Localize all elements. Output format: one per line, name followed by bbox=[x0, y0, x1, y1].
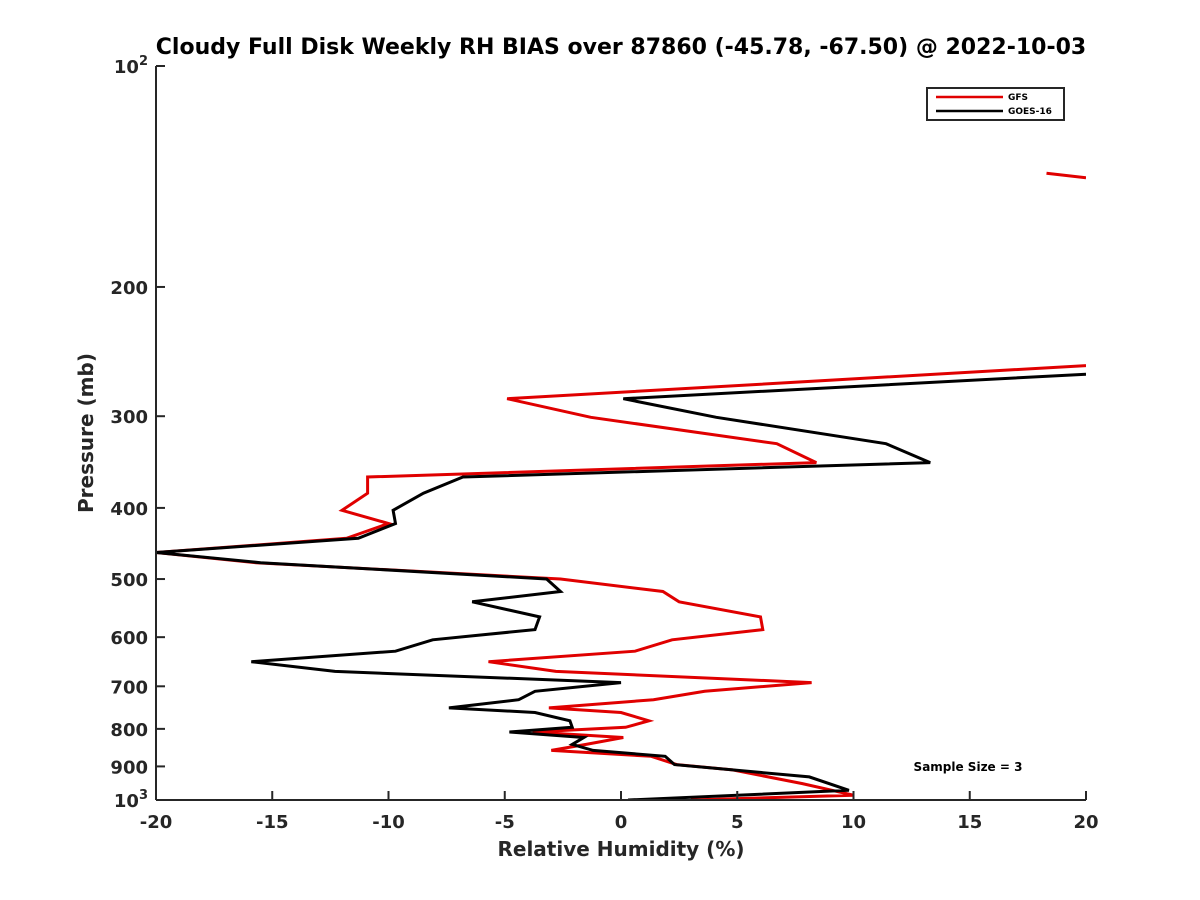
x-tick-label: -20 bbox=[140, 812, 173, 833]
legend-box bbox=[926, 87, 1065, 121]
legend-label: GFS bbox=[1008, 93, 1028, 103]
plot-area bbox=[156, 171, 1086, 800]
x-tick-label: -5 bbox=[495, 812, 515, 833]
y-axis: 102 200 300 400 500 600 700 800 900 103 bbox=[110, 54, 165, 812]
x-tick-label: 0 bbox=[615, 812, 628, 833]
x-tick-label: 5 bbox=[731, 812, 744, 833]
x-tick-label: -10 bbox=[372, 812, 405, 833]
x-tick-label: 20 bbox=[1073, 812, 1098, 833]
series-line-goes-16-0 bbox=[156, 372, 1086, 800]
x-tick-label: 10 bbox=[841, 812, 866, 833]
y-tick-label: 400 bbox=[110, 499, 148, 520]
y-tick-label: 600 bbox=[110, 628, 148, 649]
sample-size-annotation: Sample Size = 3 bbox=[914, 760, 1023, 774]
chart-title: Cloudy Full Disk Weekly RH BIAS over 878… bbox=[156, 35, 1086, 60]
y-tick-label: 300 bbox=[110, 407, 148, 428]
y-tick-label: 200 bbox=[110, 278, 148, 299]
legend: GFS GOES-16 bbox=[926, 87, 1065, 121]
legend-label: GOES-16 bbox=[1008, 107, 1052, 117]
y-tick-label: 700 bbox=[110, 677, 148, 698]
x-axis-label: Relative Humidity (%) bbox=[497, 837, 744, 861]
y-tick-label: 500 bbox=[110, 570, 148, 591]
y-axis-label: Pressure (mb) bbox=[74, 353, 98, 513]
y-tick-label: 103 bbox=[114, 788, 148, 812]
y-tick-label: 102 bbox=[114, 54, 148, 78]
y-tick-label: 800 bbox=[110, 720, 148, 741]
x-tick-label: -15 bbox=[256, 812, 289, 833]
y-tick-label: 900 bbox=[110, 757, 148, 778]
x-tick-label: 15 bbox=[957, 812, 982, 833]
series-line-gfs-0 bbox=[1046, 171, 1086, 180]
x-axis: -20 -15 -10 -5 0 5 10 15 20 bbox=[140, 791, 1099, 833]
series-line-gfs-1 bbox=[156, 364, 1086, 800]
